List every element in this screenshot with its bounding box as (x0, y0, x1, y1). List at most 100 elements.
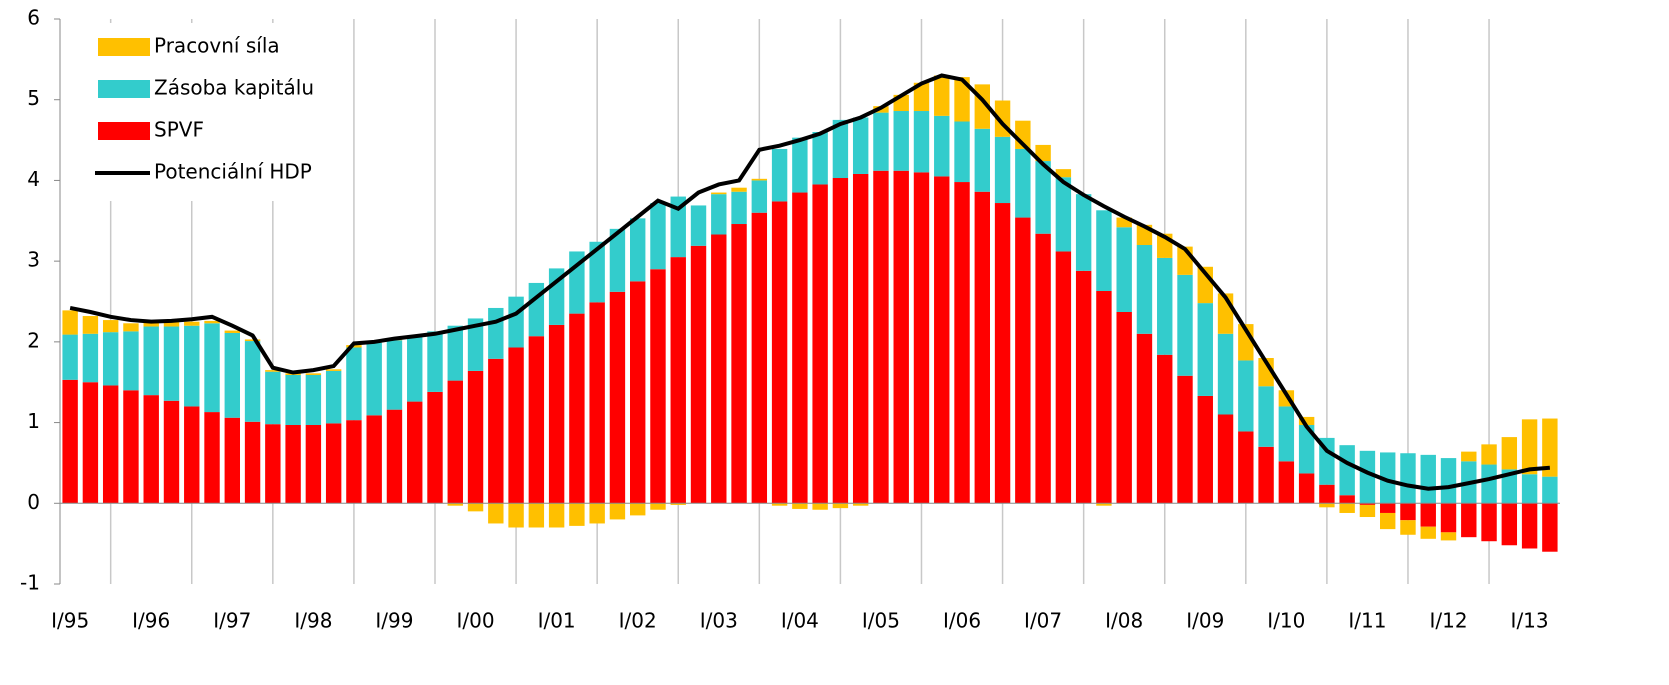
bar (62, 334, 78, 380)
bar (1238, 431, 1254, 504)
x-tick-label: I/05 (862, 609, 900, 633)
bar (1420, 526, 1436, 539)
bar (1197, 395, 1213, 504)
bar (1035, 233, 1051, 504)
bar (325, 423, 342, 504)
bar (1157, 257, 1173, 355)
bar (427, 331, 443, 392)
bar (934, 115, 950, 177)
bar (102, 332, 119, 386)
bar (1339, 495, 1355, 504)
bar (751, 180, 768, 213)
bar (650, 503, 666, 510)
bar (82, 316, 99, 334)
bar (224, 417, 240, 504)
bar (1075, 194, 1092, 271)
x-tick-label: I/08 (1105, 609, 1143, 633)
bar (265, 424, 281, 504)
bar (488, 503, 504, 524)
bar (954, 77, 970, 122)
bar (184, 325, 200, 407)
bar (994, 203, 1011, 504)
bar (1075, 270, 1092, 504)
bar (488, 358, 504, 504)
bar (771, 503, 788, 506)
bar (873, 112, 889, 171)
bar (1380, 503, 1396, 513)
bar (1096, 210, 1112, 292)
bar (508, 347, 524, 504)
bar (1096, 291, 1112, 504)
bar (1278, 406, 1295, 462)
y-tick-label: 5 (27, 86, 40, 110)
bar (852, 117, 869, 174)
bar (812, 184, 828, 504)
bar (62, 310, 78, 335)
bar (792, 503, 808, 509)
bar (285, 424, 301, 504)
legend-label: SPVF (154, 118, 204, 142)
bar (650, 269, 666, 504)
y-tick-label: 3 (27, 248, 40, 272)
bar (812, 132, 828, 185)
bar (1542, 476, 1558, 504)
bar (305, 424, 322, 504)
bar (224, 332, 240, 418)
x-tick-label: I/98 (294, 609, 332, 633)
bar (305, 373, 322, 375)
bar (1136, 245, 1153, 334)
bar (305, 374, 322, 425)
bar (690, 245, 707, 504)
bar (1400, 503, 1416, 521)
bar (934, 176, 950, 504)
bar (1380, 512, 1396, 530)
bar (1319, 503, 1335, 508)
bar (873, 170, 889, 504)
x-tick-label: I/10 (1267, 609, 1305, 633)
bar (1258, 446, 1274, 504)
bar (82, 333, 99, 383)
bar (508, 503, 524, 528)
x-tick-label: I/01 (538, 609, 576, 633)
bar (123, 323, 139, 332)
bar (569, 503, 585, 526)
bar (832, 503, 849, 509)
bar (467, 503, 484, 512)
bar (1501, 503, 1518, 546)
bar (548, 324, 565, 504)
bar (82, 382, 99, 504)
bar (447, 380, 463, 504)
bar (1542, 503, 1558, 552)
x-tick-label: I/04 (781, 609, 819, 633)
bar (832, 178, 849, 504)
x-tick-label: I/99 (375, 609, 413, 633)
bar (184, 406, 200, 504)
bar (508, 296, 524, 348)
bar (792, 192, 808, 504)
bar (609, 503, 626, 520)
bar (670, 257, 686, 504)
bar (934, 75, 950, 116)
bar (1339, 445, 1355, 496)
bar (1278, 461, 1295, 504)
bar (204, 412, 220, 504)
bar (731, 187, 747, 192)
bar (974, 128, 990, 192)
x-tick-label: I/11 (1348, 609, 1386, 633)
bar (467, 318, 484, 371)
bar (994, 136, 1011, 204)
bar (548, 503, 565, 528)
bar (1217, 414, 1234, 504)
bar (1298, 416, 1315, 425)
x-tick-label: I/00 (456, 609, 494, 633)
bar (589, 241, 605, 303)
bar (1055, 169, 1072, 178)
bar (366, 342, 382, 416)
x-tick-label: I/03 (700, 609, 738, 633)
bar (609, 291, 626, 504)
bar (244, 421, 261, 504)
bar (346, 347, 362, 421)
bar (62, 379, 78, 504)
bar (265, 370, 281, 372)
